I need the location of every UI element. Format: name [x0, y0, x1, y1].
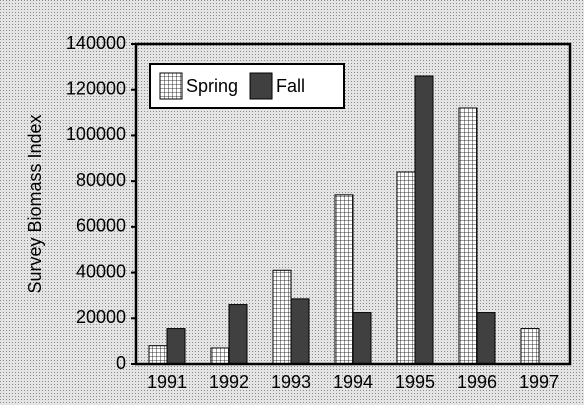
bar: [334, 194, 354, 365]
bar: [166, 328, 186, 365]
x-tick-label: 1997: [519, 372, 559, 392]
bar: [458, 107, 478, 365]
bar: [148, 345, 168, 365]
x-tick-label: 1992: [209, 372, 249, 392]
bar: [520, 328, 540, 365]
bar: [352, 312, 372, 365]
y-tick-label: 120000: [66, 78, 126, 98]
y-tick-label: 100000: [66, 124, 126, 144]
bar: [210, 347, 230, 365]
plot-frame: [134, 42, 572, 366]
x-tick-label: 1994: [333, 372, 373, 392]
legend-label: Spring: [186, 76, 238, 96]
bar: [396, 171, 416, 365]
y-tick-label: 0: [116, 353, 126, 373]
bar: [476, 312, 496, 365]
legend-swatch: [159, 72, 183, 100]
x-tick-label: 1991: [147, 372, 187, 392]
bar: [414, 75, 434, 365]
x-tick-label: 1993: [271, 372, 311, 392]
y-tick-label: 20000: [76, 307, 126, 327]
y-tick-label: 40000: [76, 261, 126, 281]
legend-label: Fall: [276, 76, 305, 96]
y-axis-label: Survey Biomass Index: [25, 114, 45, 293]
bar: [272, 269, 292, 365]
x-tick-label: 1995: [395, 372, 435, 392]
y-tick-label: 60000: [76, 216, 126, 236]
bar: [290, 298, 310, 365]
y-tick-label: 80000: [76, 170, 126, 190]
y-tick-label: 140000: [66, 33, 126, 53]
legend-swatch: [249, 72, 273, 100]
bar: [228, 304, 248, 365]
x-tick-label: 1996: [457, 372, 497, 392]
